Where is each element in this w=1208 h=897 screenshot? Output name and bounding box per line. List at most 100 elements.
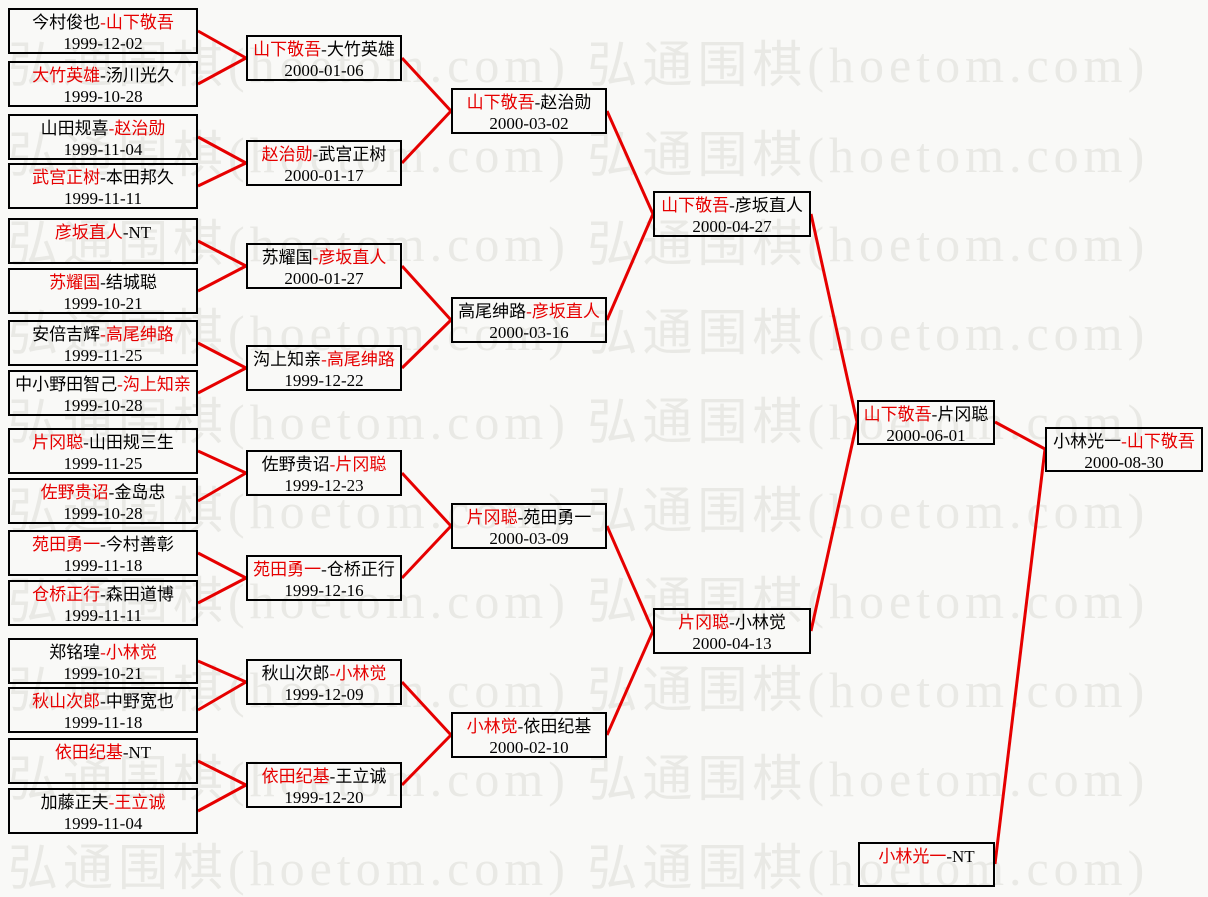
match-players: 沟上知亲-高尾绅路 <box>248 349 400 370</box>
separator-dash: - <box>100 66 106 85</box>
match-box-r2-7: 秋山次郎-小林觉 1999-12-09 <box>246 659 402 705</box>
separator-dash: - <box>100 535 106 554</box>
player2-name: 武宫正树 <box>318 145 387 164</box>
match-box-r4-2: 片冈聪-小林觉 2000-04-13 <box>653 608 811 654</box>
match-box-r5-1: 山下敬吾-片冈聪 2000-06-01 <box>857 400 995 445</box>
match-date: 1999-11-11 <box>63 606 143 625</box>
bracket-line <box>197 29 247 60</box>
separator-dash: - <box>1121 432 1127 451</box>
match-date: 1999-11-18 <box>63 713 143 732</box>
bracket-line <box>197 264 247 293</box>
match-players: 山下敬吾-片冈聪 <box>859 404 993 425</box>
player2-name: 片冈聪 <box>335 455 387 474</box>
bracket-line <box>197 366 247 395</box>
match-date: 1999-10-21 <box>63 294 143 313</box>
bracket-line <box>400 318 453 370</box>
player2-name: 小林觉 <box>335 664 387 683</box>
separator-dash: - <box>321 560 327 579</box>
match-box-r4-1: 山下敬吾-彦坂直人 2000-04-27 <box>653 191 811 237</box>
match-players: 安倍吉辉-高尾绅路 <box>10 324 196 345</box>
match-box-r1-7: 安倍吉辉-高尾绅路 1999-11-25 <box>8 320 198 366</box>
player1-name: 苑田勇一 <box>32 535 101 554</box>
separator-dash: - <box>329 767 336 786</box>
player2-name: 小林觉 <box>105 643 157 662</box>
match-players: 片冈聪-小林觉 <box>655 612 809 633</box>
match-players: 山下敬吾-大竹英雄 <box>248 39 400 60</box>
bracket-line <box>605 630 655 736</box>
player2-name: 仓桥正行 <box>326 560 395 579</box>
player1-name: 小林觉 <box>466 717 518 736</box>
match-date: 1999-10-21 <box>63 664 143 683</box>
match-players: 苑田勇一-今村善彰 <box>10 534 196 555</box>
player1-name: 依田纪基 <box>261 767 330 786</box>
separator-dash: - <box>729 613 735 632</box>
player2-name: 汤川光久 <box>105 66 174 85</box>
player2-name: 沟上知亲 <box>122 375 191 394</box>
bracket-line <box>197 759 247 787</box>
match-players: 郑铭瑝-小林觉 <box>10 642 196 663</box>
match-players: 大竹英雄-汤川光久 <box>10 65 196 86</box>
match-box-r1-6: 苏耀国-结城聪 1999-10-21 <box>8 268 198 314</box>
match-box-r1-12: 仓桥正行-森田道博 1999-11-11 <box>8 580 198 626</box>
match-box-r3-3: 片冈聪-苑田勇一 2000-03-09 <box>451 503 607 549</box>
match-players: 彦坂直人-NT <box>10 222 196 243</box>
separator-dash: - <box>122 743 129 762</box>
match-players: 小林光一-NT <box>860 846 993 867</box>
match-date: 2000-03-16 <box>489 323 569 342</box>
player1-name: 佐野贵诏 <box>40 483 109 502</box>
player2-name: 彦坂直人 <box>734 196 803 215</box>
bracket-line <box>197 449 247 475</box>
match-date: 1999-12-22 <box>284 371 364 390</box>
separator-dash: - <box>122 223 129 242</box>
bracket-line <box>400 733 453 787</box>
match-box-r1-10: 佐野贵诏-金岛忠 1999-10-28 <box>8 478 198 524</box>
separator-dash: - <box>312 248 319 267</box>
match-box-r2-6: 苑田勇一-仓桥正行 1999-12-16 <box>246 555 402 601</box>
player1-name: 武宫正树 <box>32 168 101 187</box>
separator-dash: - <box>100 585 106 604</box>
separator-dash: - <box>946 847 952 866</box>
player1-name: 小林光一 <box>878 847 947 866</box>
separator-dash: - <box>329 455 336 474</box>
separator-dash: - <box>83 433 89 452</box>
match-box-r1-5: 彦坂直人-NT <box>8 218 198 264</box>
match-box-r1-3: 山田规喜-赵治勋 1999-11-04 <box>8 114 198 160</box>
match-players: 依田纪基-NT <box>10 742 196 763</box>
player1-name: 山下敬吾 <box>466 93 535 112</box>
bracket-line <box>197 551 247 580</box>
player1-name: 山下敬吾 <box>661 196 730 215</box>
bracket-line <box>197 161 247 188</box>
bracket-line <box>400 524 453 580</box>
match-date: 2000-04-13 <box>692 634 772 653</box>
bracket-line <box>197 680 247 712</box>
player1-name: 仓桥正行 <box>32 585 101 604</box>
player2-name: 苑田勇一 <box>523 508 592 527</box>
match-players: 苑田勇一-仓桥正行 <box>248 559 400 580</box>
player1-name: 苏耀国 <box>49 273 101 292</box>
player2-name: NT <box>128 223 152 242</box>
match-date: 2000-01-17 <box>284 166 364 185</box>
match-box-r1-2: 大竹英雄-汤川光久 1999-10-28 <box>8 61 198 107</box>
match-box-r2-3: 苏耀国-彦坂直人 2000-01-27 <box>246 243 402 289</box>
bracket-line <box>197 783 247 813</box>
bracket-line <box>197 56 247 86</box>
match-players: 秋山次郎-中野宽也 <box>10 691 196 712</box>
player2-name: 山下敬吾 <box>105 13 174 32</box>
match-players: 秋山次郎-小林觉 <box>248 663 400 684</box>
match-players: 苏耀国-彦坂直人 <box>248 247 400 268</box>
separator-dash: - <box>100 13 106 32</box>
match-players: 武宫正树-本田邦久 <box>10 167 196 188</box>
player2-name: 片冈聪 <box>937 405 989 424</box>
player1-name: 片冈聪 <box>678 613 730 632</box>
bracket-line <box>400 680 453 737</box>
player1-name: 加藤正夫 <box>40 793 109 812</box>
match-date: 1999-11-11 <box>63 189 143 208</box>
player2-name: 王立诚 <box>335 767 387 786</box>
player2-name: 中野宽也 <box>105 692 174 711</box>
separator-dash: - <box>100 168 106 187</box>
bracket-line <box>605 213 655 321</box>
bracket-line <box>400 109 453 165</box>
player1-name: 秋山次郎 <box>261 664 330 683</box>
separator-dash: - <box>517 508 524 527</box>
